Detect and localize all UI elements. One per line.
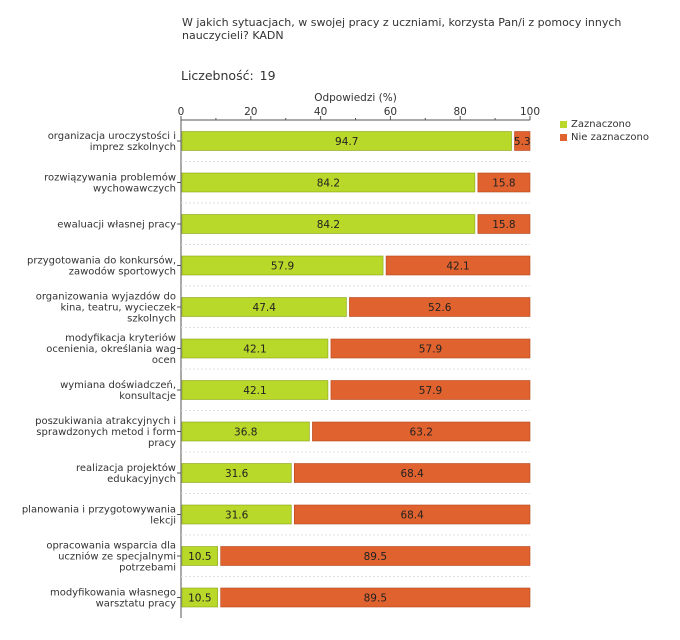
data-label-zaznaczono: 31.6 [225, 510, 249, 522]
x-tick-label-40: 40 [314, 106, 327, 118]
legend-swatch-nie-zaznaczono [560, 134, 567, 141]
bar-zaznaczono [181, 255, 384, 276]
data-label-nie-zaznaczono: 42.1 [446, 261, 469, 273]
x-tick-label-100: 100 [520, 106, 540, 118]
category-label: imprez szkolnych [90, 142, 176, 153]
category-label: edukacyjnych [107, 474, 176, 485]
category-label: ocen [152, 355, 176, 366]
x-tick-label-20: 20 [244, 106, 257, 118]
category-label: wychowawczych [93, 184, 176, 195]
category-label: pracy [148, 438, 176, 449]
data-label-zaznaczono: 42.1 [243, 344, 266, 356]
data-label-zaznaczono: 42.1 [243, 385, 266, 397]
category-label: poszukiwania atrakcyjnych i [35, 416, 176, 427]
category-label: modyfikowania własnego [50, 588, 176, 599]
bar-nie-zaznaczono [330, 380, 531, 400]
bar-nie-zaznaczono [349, 297, 531, 317]
x-tick-label-60: 60 [384, 106, 397, 118]
category-label: wymiana doświadczeń, [60, 379, 176, 391]
bar-zaznaczono [181, 504, 292, 525]
legend-label-zaznaczono: Zaznaczono [571, 119, 632, 130]
data-label-nie-zaznaczono: 57.9 [419, 385, 442, 397]
bar-zaznaczono [181, 214, 476, 234]
data-label-zaznaczono: 10.5 [188, 593, 211, 605]
bar-nie-zaznaczono [312, 421, 531, 442]
legend: Zaznaczono Nie zaznaczono [560, 118, 649, 144]
category-label: szkolnych [127, 314, 176, 325]
bar-nie-zaznaczono [477, 214, 531, 234]
category-label: planowania i przygotowywania [22, 505, 176, 516]
bar-nie-zaznaczono [514, 131, 531, 151]
data-label-nie-zaznaczono: 89.5 [364, 593, 387, 605]
legend-label-nie-zaznaczono: Nie zaznaczono [571, 132, 650, 143]
sample-size-value: 19 [259, 68, 276, 83]
sample-size: Liczebność: 19 [181, 68, 276, 83]
category-label: warsztatu pracy [96, 599, 176, 610]
data-label-zaznaczono: 84.2 [317, 178, 340, 190]
bar-nie-zaznaczono [330, 338, 531, 359]
data-label-zaznaczono: 36.8 [234, 427, 257, 439]
data-label-zaznaczono: 84.2 [317, 219, 340, 231]
sample-size-label: Liczebność: [181, 68, 254, 83]
bar-nie-zaznaczono [220, 546, 531, 566]
category-label: uczniów ze specjalnymi [58, 551, 176, 563]
category-label: zawodów sportowych [69, 266, 176, 278]
data-label-nie-zaznaczono: 57.9 [419, 344, 442, 356]
bar-zaznaczono [181, 297, 347, 317]
legend-swatch-zaznaczono [560, 121, 567, 128]
category-label: lekcji [150, 516, 176, 527]
data-label-nie-zaznaczono: 63.2 [410, 427, 433, 439]
bar-nie-zaznaczono [220, 587, 531, 608]
bar-zaznaczono [181, 421, 310, 442]
category-label: kina, teatru, wycieczek [60, 303, 176, 314]
bar-nie-zaznaczono [293, 463, 531, 483]
bar-zaznaczono [181, 172, 476, 193]
x-axis-title: Odpowiedzi (%) [314, 92, 397, 104]
bar-nie-zaznaczono [385, 255, 531, 276]
category-label: ewaluacji własnej pracy [57, 220, 176, 231]
data-label-nie-zaznaczono: 68.4 [400, 510, 424, 522]
data-label-nie-zaznaczono: 15.8 [492, 178, 515, 190]
data-label-nie-zaznaczono: 68.4 [400, 468, 424, 480]
chart-title: W jakich sytuacjach, w swojej pracy z uc… [182, 16, 622, 42]
bar-zaznaczono [181, 338, 329, 359]
data-label-zaznaczono: 47.4 [253, 302, 277, 314]
category-label: przygotowania do konkursów, [27, 255, 176, 267]
data-label-zaznaczono: 31.6 [225, 468, 249, 480]
data-label-zaznaczono: 10.5 [188, 551, 211, 563]
data-label-zaznaczono: 94.7 [335, 136, 358, 148]
category-label: modyfikacja kryteriów [65, 332, 176, 344]
category-label: ocenienia, określania wag [46, 343, 176, 355]
legend-item-nie-zaznaczono: Nie zaznaczono [560, 131, 649, 144]
category-label: organizowania wyjazdów do [36, 291, 176, 303]
bar-zaznaczono [181, 380, 329, 400]
category-label: potrzebami [119, 563, 176, 574]
bar-zaznaczono [181, 587, 218, 608]
data-label-nie-zaznaczono: 5.3 [514, 136, 531, 148]
bar-zaznaczono [181, 546, 218, 566]
data-label-zaznaczono: 57.9 [271, 261, 294, 273]
bar-zaznaczono [181, 463, 292, 483]
data-label-nie-zaznaczono: 89.5 [364, 551, 387, 563]
category-label: sprawdzonych metod i form [36, 427, 176, 438]
legend-item-zaznaczono: Zaznaczono [560, 118, 649, 131]
category-label: realizacja projektów [76, 462, 176, 474]
data-label-nie-zaznaczono: 52.6 [428, 302, 452, 314]
x-tick-label-80: 80 [454, 106, 467, 118]
x-tick-label-0: 0 [178, 106, 185, 118]
category-label: konsultacje [119, 391, 176, 402]
category-label: organizacja uroczystości i [48, 130, 176, 142]
data-label-nie-zaznaczono: 15.8 [492, 219, 515, 231]
category-label: opracowania wsparcia dla [46, 541, 176, 552]
category-label: rozwiązywania problemów [44, 172, 176, 184]
bar-nie-zaznaczono [477, 172, 531, 193]
bar-zaznaczono [181, 131, 512, 151]
bar-nie-zaznaczono [293, 504, 531, 525]
